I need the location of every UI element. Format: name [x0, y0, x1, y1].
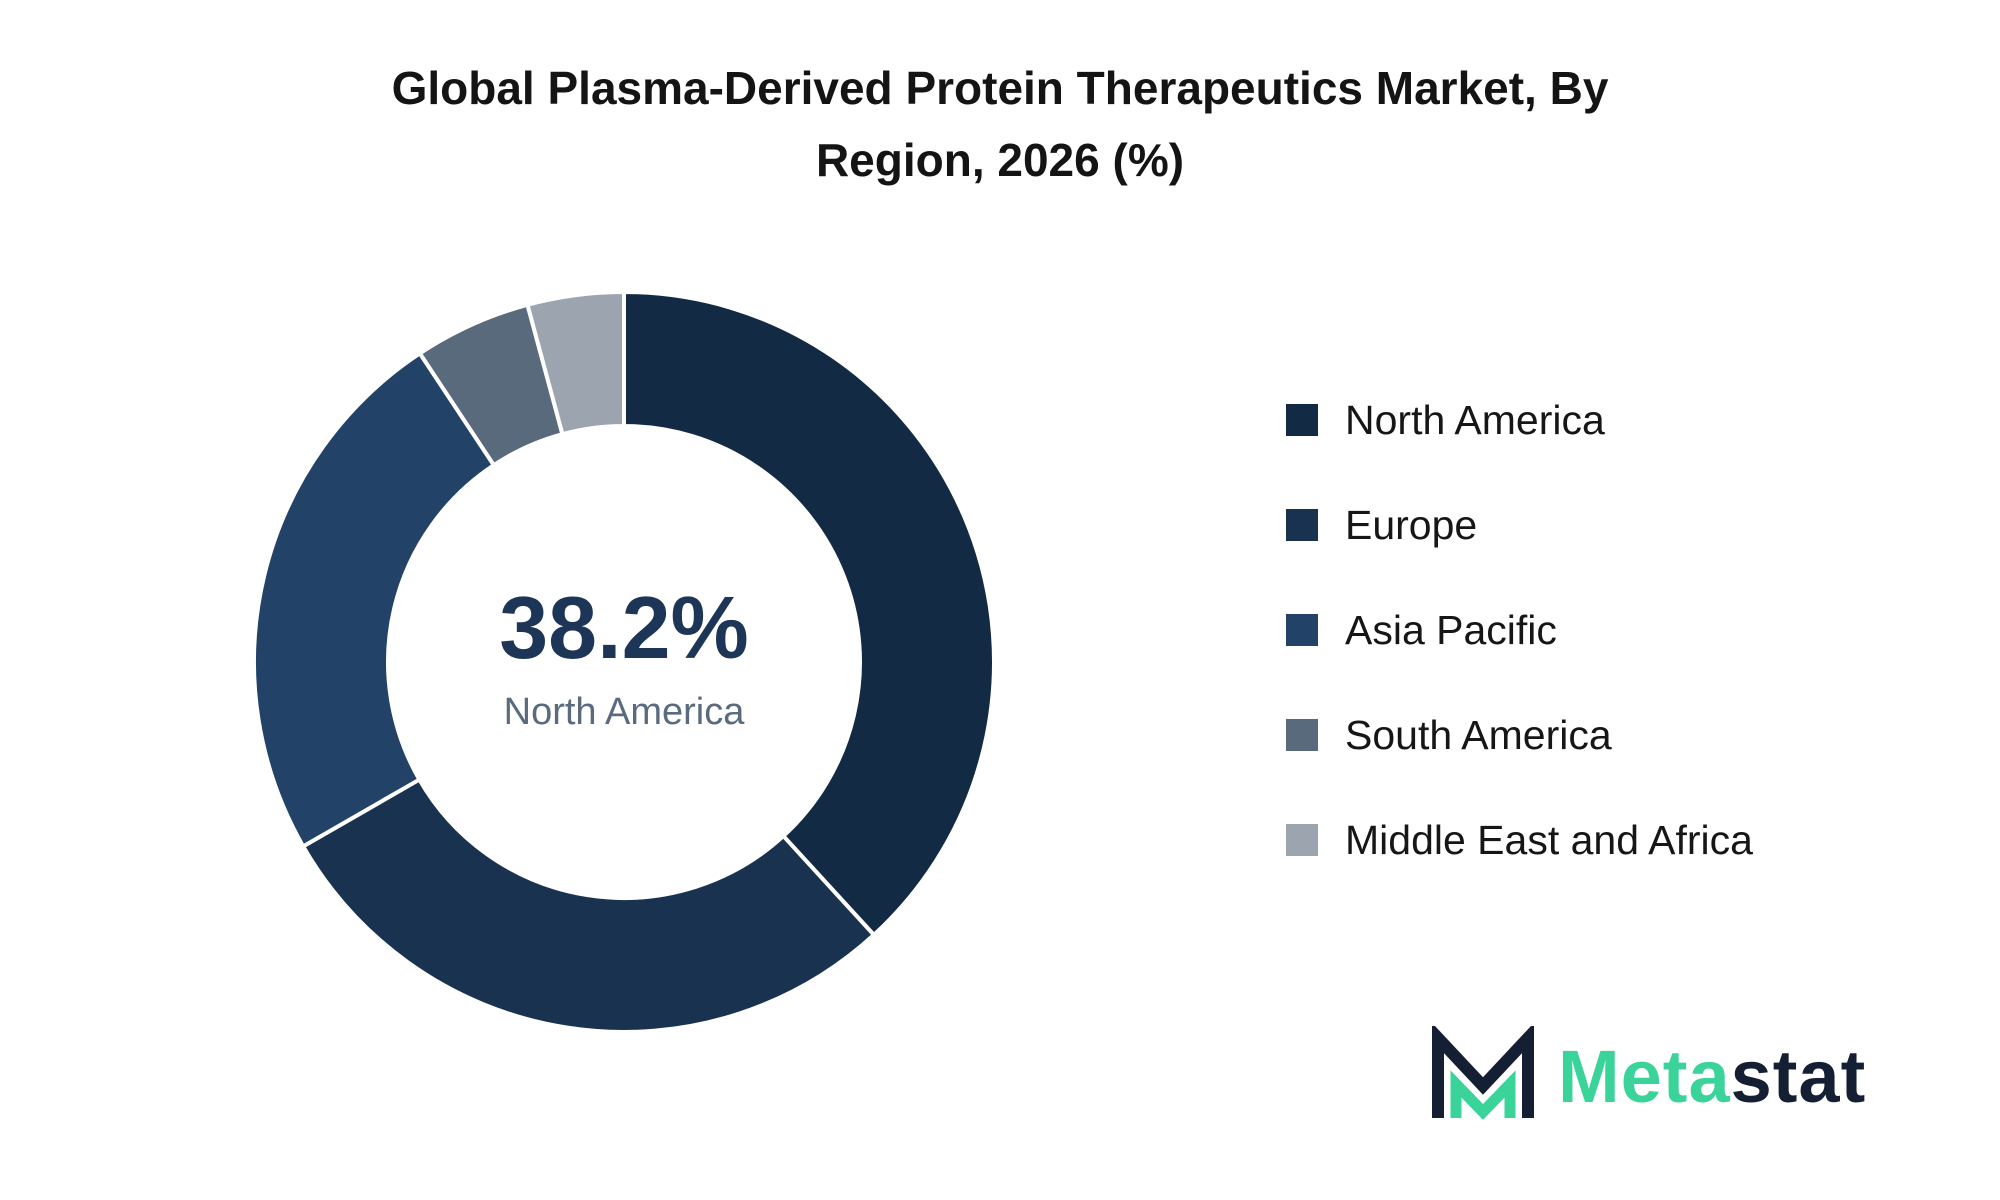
legend-label: Europe — [1345, 502, 1478, 548]
donut-slices — [252, 289, 996, 1034]
legend-label: South America — [1345, 712, 1612, 758]
legend-swatch — [1286, 824, 1318, 856]
metastat-logo-text: Metastat — [1558, 1035, 1867, 1118]
slice-north-america — [622, 289, 996, 938]
legend-label: Middle East and Africa — [1345, 817, 1753, 863]
center-value: 38.2% — [499, 578, 749, 677]
legend-swatch — [1286, 509, 1318, 541]
chart-title: Global Plasma-Derived Protein Therapeuti… — [391, 62, 1609, 186]
legend-swatch — [1286, 614, 1318, 646]
legend-label: North America — [1345, 397, 1605, 443]
slice-middle-east-and-africa — [525, 289, 626, 437]
slice-europe — [300, 776, 877, 1034]
legend-label: Asia Pacific — [1345, 607, 1557, 653]
slice-asia-pacific — [252, 350, 497, 850]
metastat-logo-icon — [1432, 1026, 1534, 1120]
legend-swatch — [1286, 404, 1318, 436]
metastat-logo: Metastat — [1428, 1026, 1898, 1126]
legend-swatch — [1286, 719, 1318, 751]
center-label: North America — [504, 691, 746, 733]
